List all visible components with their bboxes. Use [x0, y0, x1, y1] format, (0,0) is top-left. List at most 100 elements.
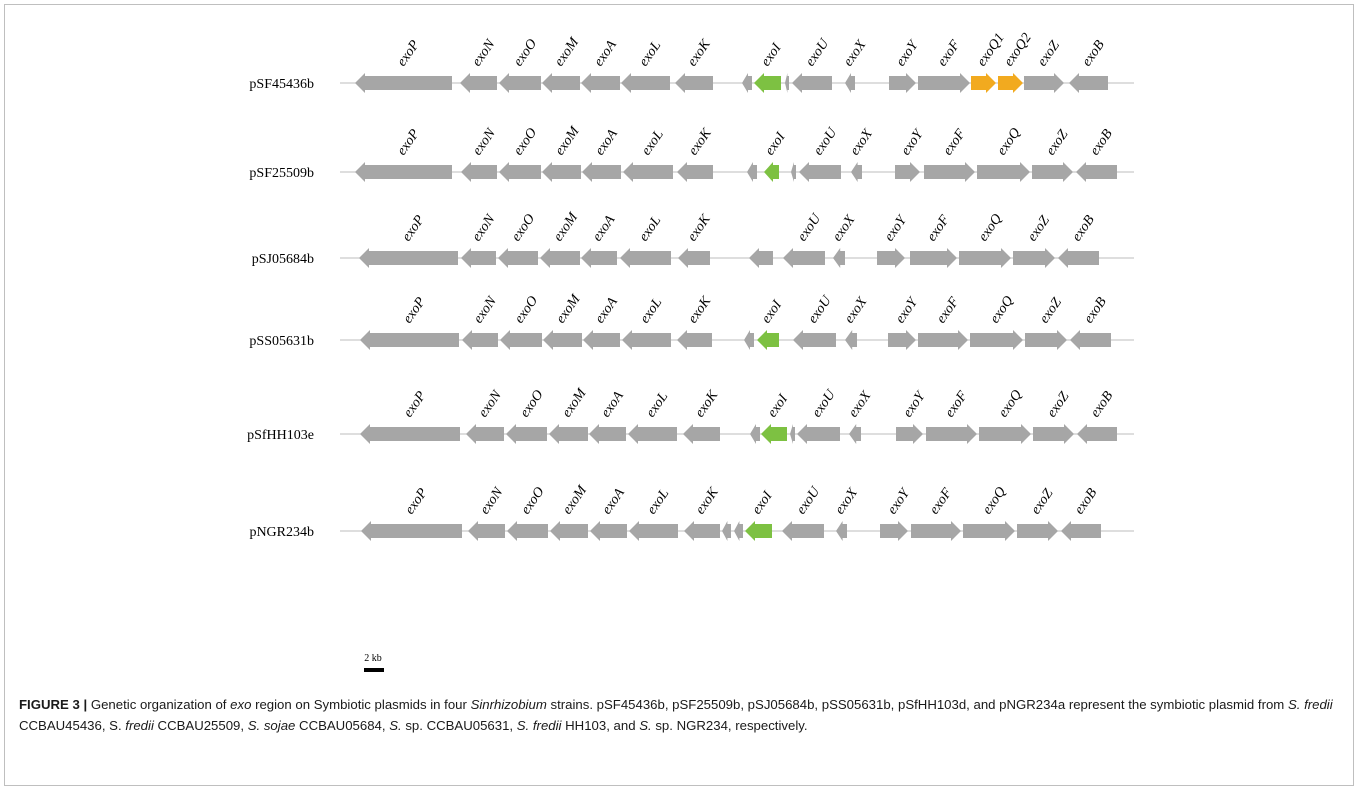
gene-arrow-exoq — [959, 248, 1011, 268]
gene-arrow-exom — [542, 162, 581, 182]
gene-label: exoL — [637, 295, 665, 326]
scale-bar-label: 2 kb — [364, 653, 382, 664]
gene-label: exoL — [639, 127, 667, 158]
gene-label: exoX — [841, 37, 870, 69]
gene-label: exoY — [893, 37, 922, 70]
gene-arrow-exon — [460, 73, 497, 93]
gene-arrow-exox — [845, 330, 857, 350]
gene-arrow-exol — [628, 424, 677, 444]
gene-arrow-exom — [550, 521, 588, 541]
gene-label: exoU — [803, 36, 833, 70]
gene-arrow-exoi — [761, 424, 787, 444]
gene-label: exoU — [811, 125, 841, 159]
gene-arrow-exob — [1069, 73, 1108, 93]
gene-label: exoP — [400, 294, 429, 326]
gene-label: exoL — [643, 389, 671, 420]
plasmid-label: pSJ05684b — [252, 252, 314, 267]
gene-arrow-exoa — [583, 330, 620, 350]
caption-segment: CCBAU45436, S. — [19, 718, 126, 733]
gene-arrow-exoq1 — [971, 73, 996, 93]
gene-arrow-exob — [1076, 162, 1117, 182]
caption-segment: HH103, and — [561, 718, 640, 733]
gene-label: exoN — [469, 212, 498, 245]
gene-arrow-unlabeled — [747, 162, 757, 182]
gene-label: exoF — [927, 485, 956, 517]
gene-arrow-unlabeled — [744, 330, 754, 350]
gene-label: exoI — [765, 391, 792, 420]
gene-arrow-unlabeled — [750, 424, 760, 444]
gene-label: exoF — [942, 388, 971, 420]
gene-label: exoI — [758, 40, 785, 69]
gene-label: exoU — [805, 293, 835, 327]
gene-label: exoB — [1079, 37, 1108, 69]
gene-arrow-exof — [918, 73, 970, 93]
figure-caption: FIGURE 3 | Genetic organization of exo r… — [19, 694, 1341, 736]
gene-label: exoL — [636, 38, 664, 69]
gene-arrow-exoy — [889, 73, 916, 93]
gene-label: exoQ — [994, 125, 1023, 158]
figure-frame — [4, 4, 1354, 786]
gene-label: exoX — [830, 212, 859, 244]
gene-label: exoM — [552, 123, 583, 158]
gene-arrow-exoo — [506, 424, 547, 444]
gene-arrow-exoz — [1017, 521, 1058, 541]
gene-label: exoA — [590, 212, 619, 244]
plasmid-row: pNGR234b exoP exoN exoO exoM exoA exoL exoK exoI… — [249, 482, 1134, 541]
gene-label: exoI — [762, 129, 789, 158]
gene-label: exoY — [882, 212, 911, 245]
gene-arrow-exof — [910, 248, 957, 268]
gene-arrow-exof — [926, 424, 977, 444]
gene-arrow-exoo — [499, 162, 541, 182]
gene-label: exoA — [598, 388, 627, 420]
gene-label: exoK — [685, 294, 714, 327]
gene-label: exoQ2 — [1001, 31, 1034, 70]
caption-segment: exo — [230, 697, 252, 712]
gene-arrow-exob — [1061, 521, 1101, 541]
gene-label: exoA — [592, 126, 621, 158]
gene-label: exoU — [809, 387, 839, 421]
gene-arrow-exon — [462, 330, 498, 350]
gene-arrow-exop — [360, 330, 459, 350]
caption-segment: CCBAU05684, — [295, 718, 390, 733]
gene-label: exoK — [685, 37, 714, 70]
gene-arrow-exou — [793, 330, 836, 350]
gene-label: exoM — [553, 291, 584, 326]
gene-arrow-exou — [799, 162, 841, 182]
gene-arrow-exox — [845, 73, 855, 93]
caption-segment: S. — [389, 718, 402, 733]
gene-label: exoQ — [987, 293, 1016, 326]
gene-label: exoX — [832, 485, 861, 517]
scale-bar: 2 kb — [364, 653, 384, 672]
gene-arrow-exop — [360, 424, 460, 444]
gene-arrow-exop — [355, 73, 452, 93]
gene-label: exoK — [685, 212, 714, 245]
gene-arrow-exol — [629, 521, 678, 541]
gene-label: exoB — [1087, 126, 1116, 158]
gene-arrow-exob — [1070, 330, 1111, 350]
gene-arrow-exoy — [895, 162, 920, 182]
gene-arrow-exox — [851, 162, 862, 182]
gene-arrow-exou — [783, 248, 825, 268]
gene-arrow-exou — [782, 521, 824, 541]
gene-arrow-exob — [1058, 248, 1099, 268]
gene-label: exoP — [402, 485, 431, 517]
gene-label: exoP — [401, 388, 430, 420]
gene-label: exoZ — [1037, 295, 1065, 326]
gene-arrow-exoq — [977, 162, 1030, 182]
gene-arrow-exok — [677, 162, 713, 182]
gene-label: exoX — [846, 388, 875, 420]
caption-segment: fredii — [125, 718, 154, 733]
gene-label: exoY — [900, 388, 929, 421]
plasmid-row: pSF45436b exoP exoN exoO exoM exoA exoL exoK exo… — [249, 31, 1134, 93]
gene-arrow-exoz — [1013, 248, 1055, 268]
gene-label: exoM — [551, 209, 582, 244]
gene-arrow-exom — [542, 73, 580, 93]
gene-label: exoO — [517, 387, 546, 420]
gene-arrow-exou — [797, 424, 840, 444]
caption-segment: S. — [639, 718, 652, 733]
gene-arrow-exoi — [764, 162, 779, 182]
gene-arrow-exoq — [979, 424, 1031, 444]
plasmid-label: pSF25509b — [249, 166, 314, 181]
gene-label: exoQ — [980, 484, 1009, 517]
gene-arrow-exoi — [754, 73, 781, 93]
